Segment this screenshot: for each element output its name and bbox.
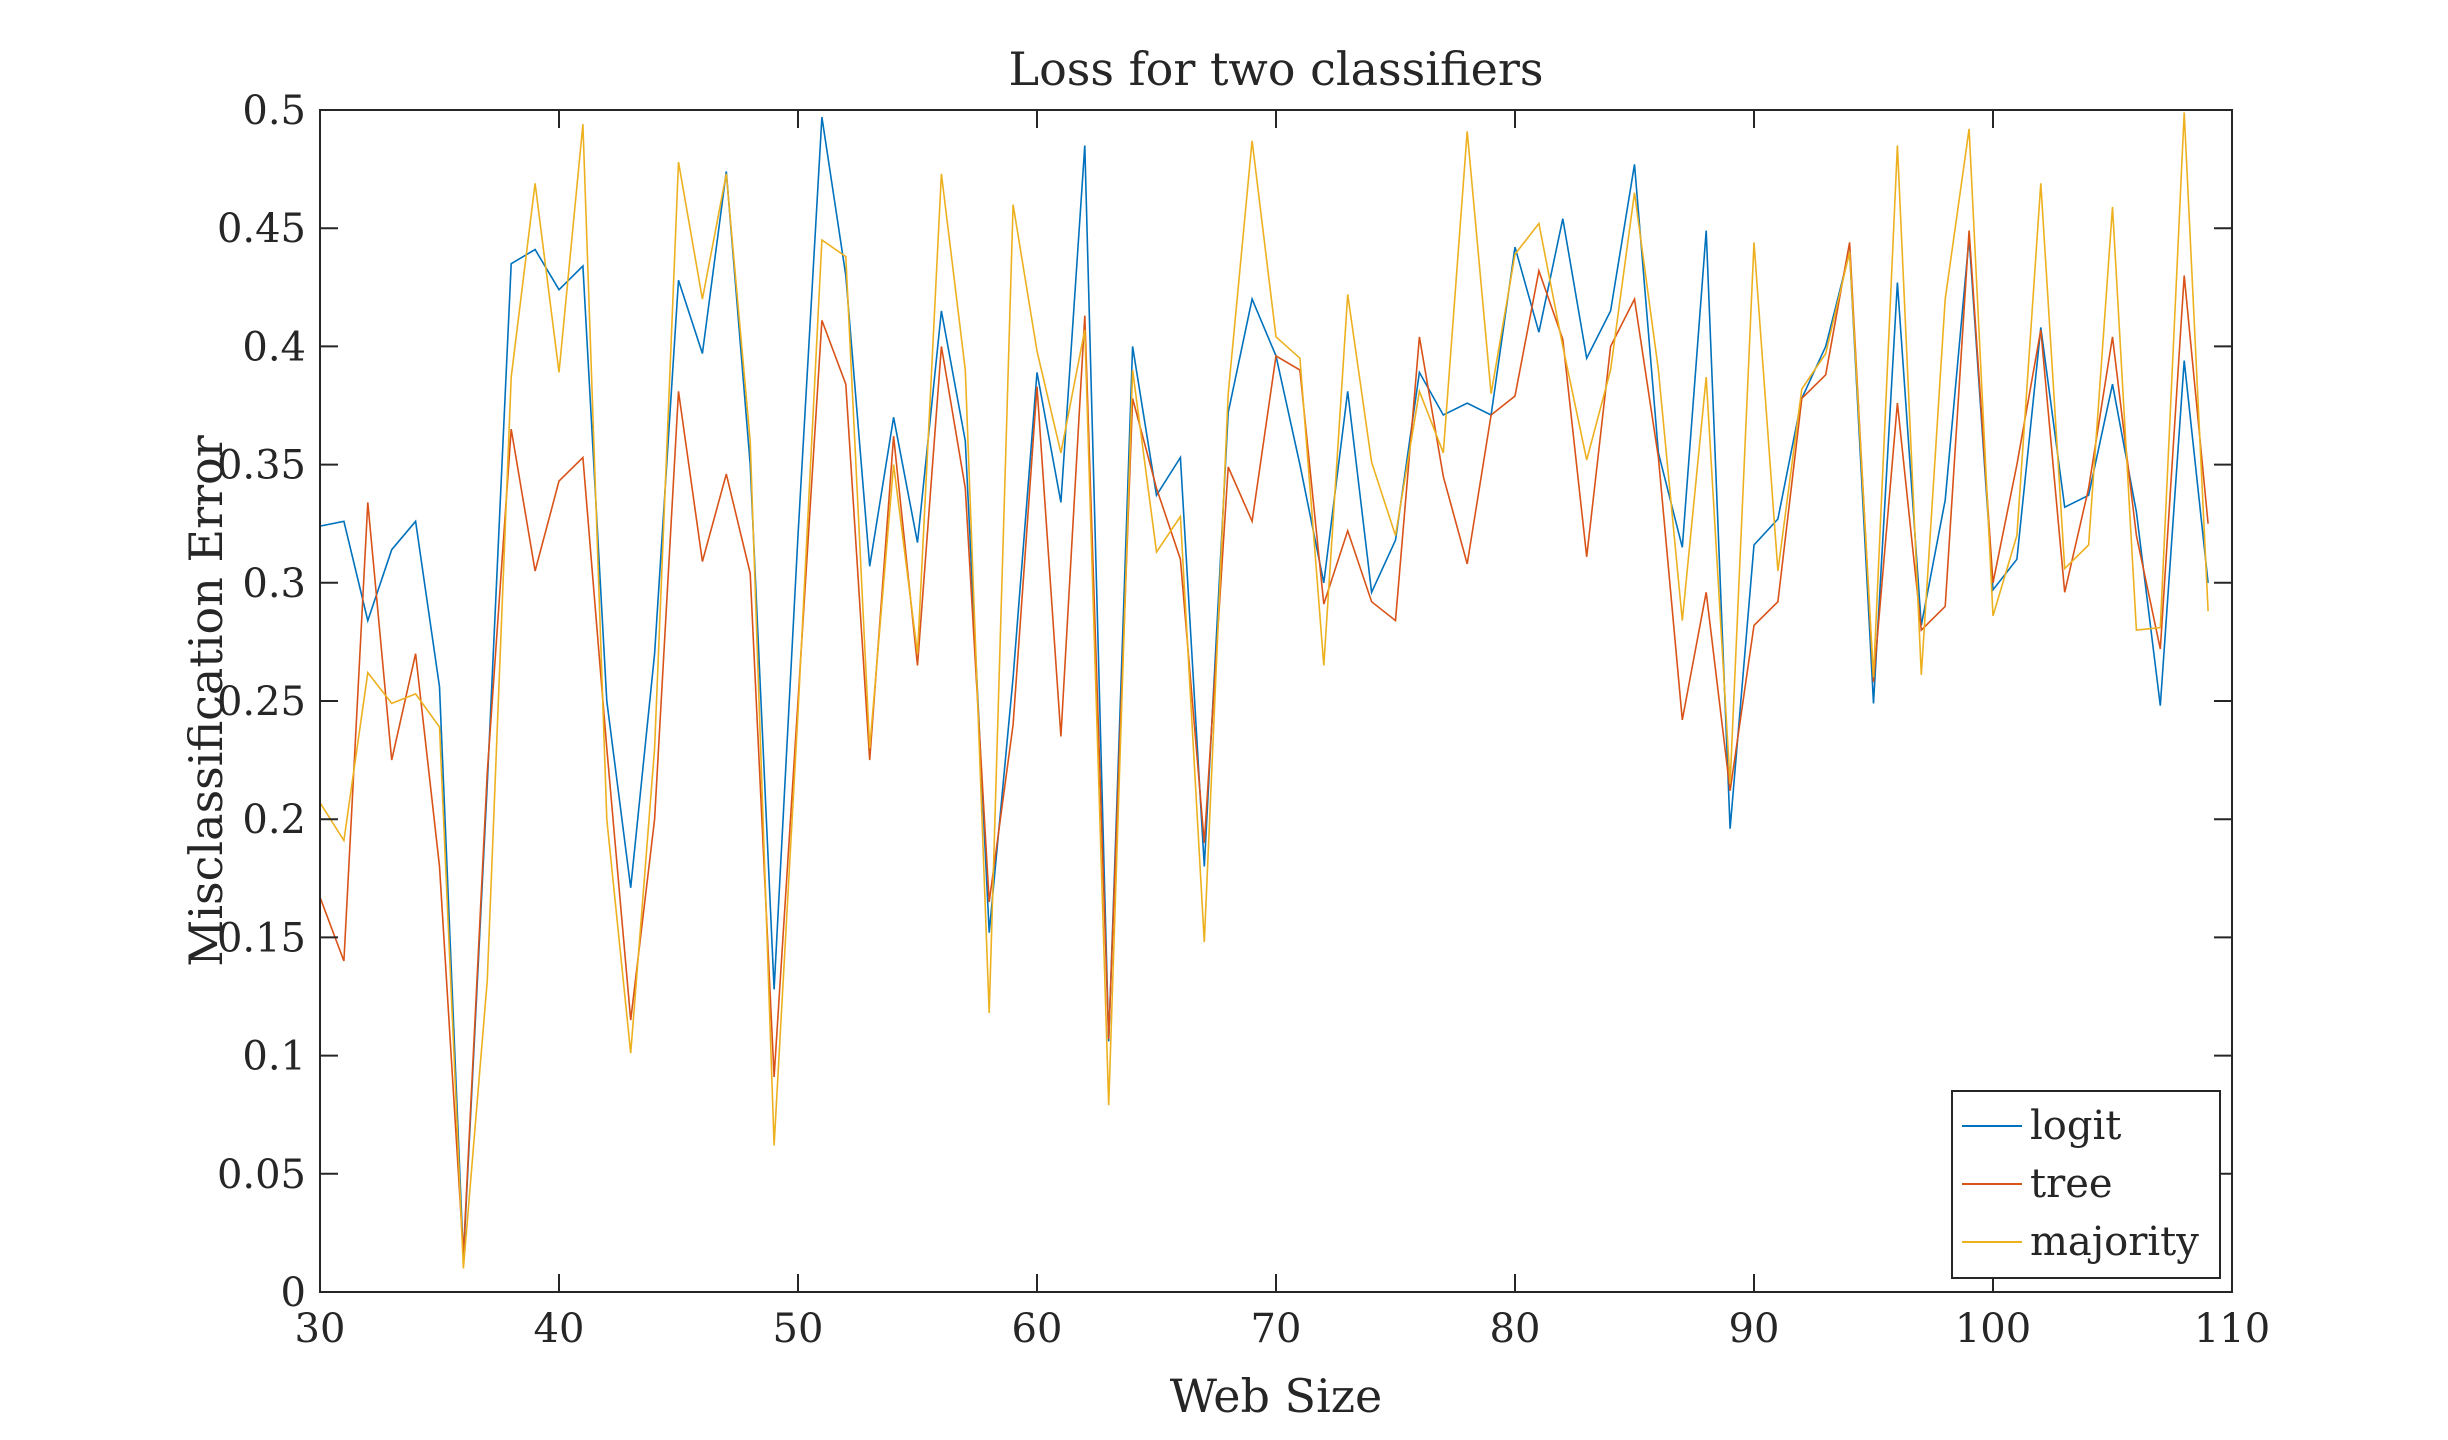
y-axis-label: Misclassification Error: [179, 435, 233, 967]
x-tick-label: 80: [1490, 1306, 1541, 1352]
y-tick-label: 0.1: [242, 1034, 306, 1080]
y-tick-label: 0.2: [242, 797, 306, 843]
legend-label-tree: tree: [2030, 1161, 2113, 1207]
x-tick-label: 100: [1955, 1306, 2031, 1352]
y-tick-label: 0.3: [242, 561, 306, 607]
tick-labels-layer: 30 40 50 60 70 80 90 100 110 0 0.05 0.1 0.15 0.2 0.25 0…: [217, 88, 2270, 1352]
y-tick-label: 0.45: [217, 206, 306, 252]
y-tick-label: 0: [281, 1270, 306, 1316]
ticks-layer: [319, 109, 2233, 1293]
x-tick-label: 60: [1012, 1306, 1063, 1352]
y-tick-label: 0.05: [217, 1152, 306, 1198]
y-tick-label: 0.15: [217, 915, 306, 961]
legend: logit tree majority: [1951, 1090, 2221, 1279]
series-layer: [319, 112, 2209, 1269]
y-tick-label: 0.25: [217, 679, 306, 725]
x-tick-label: 50: [773, 1306, 824, 1352]
y-tick-label: 0.4: [242, 324, 306, 370]
x-tick-label: 70: [1251, 1306, 1302, 1352]
axes-background: [320, 110, 2232, 1292]
x-axis-label: Web Size: [1170, 1369, 1383, 1423]
y-tick-label: 0.5: [242, 88, 306, 134]
series-line-tree: [319, 230, 2209, 1255]
chart-title: Loss for two classifiers: [1009, 42, 1544, 96]
series-line-logit: [319, 116, 2209, 1259]
plot-area: [320, 110, 2232, 1292]
legend-label-majority: majority: [2030, 1219, 2199, 1265]
series-line-majority: [319, 112, 2209, 1269]
x-tick-label: 90: [1729, 1306, 1780, 1352]
x-tick-label: 110: [2194, 1306, 2270, 1352]
legend-label-logit: logit: [2030, 1103, 2121, 1149]
x-tick-label: 40: [534, 1306, 585, 1352]
y-tick-label: 0.35: [217, 443, 306, 489]
x-tick-label: 30: [295, 1306, 346, 1352]
